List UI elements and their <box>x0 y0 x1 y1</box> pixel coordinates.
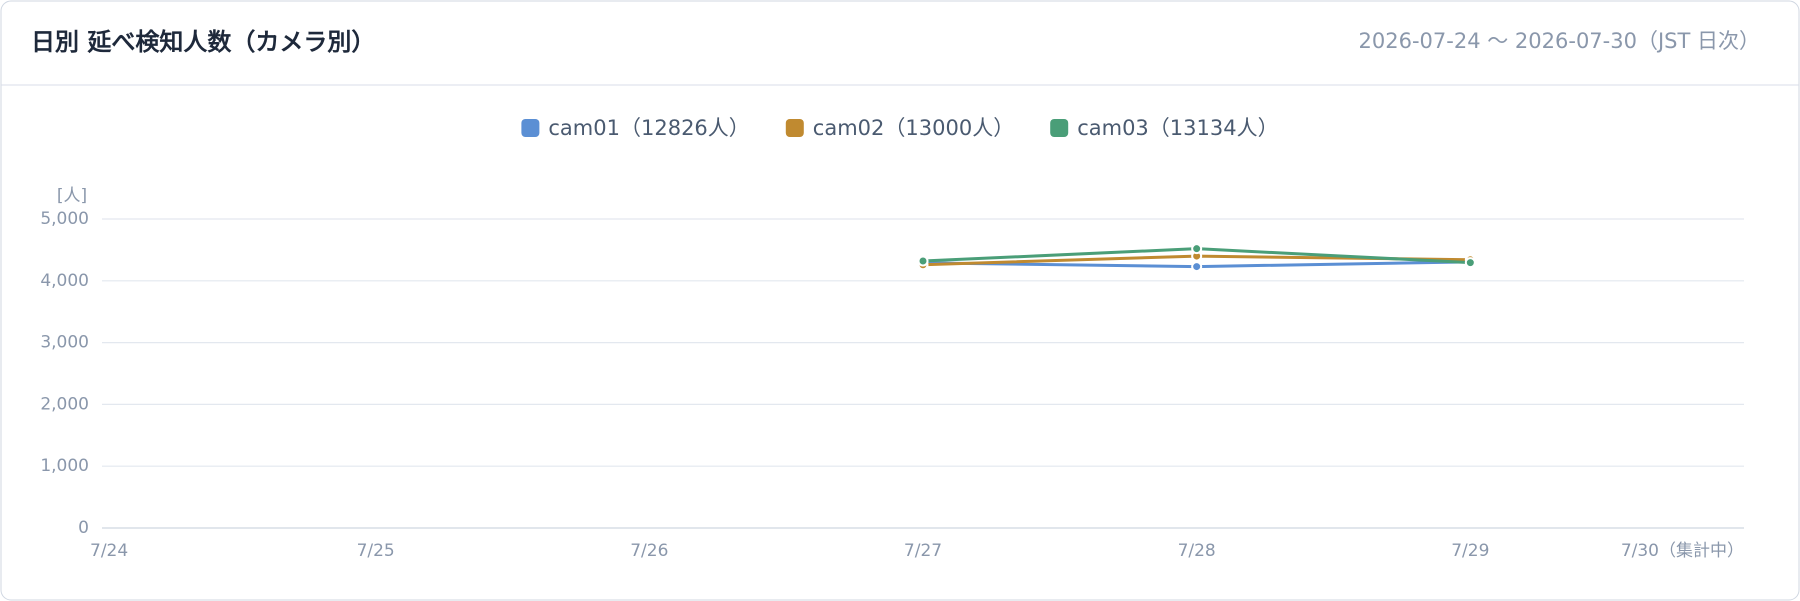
y-tick-label: 2,000 <box>40 394 89 414</box>
y-tick-label: 0 <box>78 518 89 538</box>
legend-swatch <box>785 119 804 137</box>
y-unit: [人] <box>57 186 87 206</box>
y-tick-label: 3,000 <box>40 333 89 353</box>
x-tick-label: 7/29 <box>1451 541 1489 561</box>
x-tick-label: 7/24 <box>90 541 128 561</box>
legend-label: cam01（12826人） <box>548 116 749 140</box>
x-tick-label: 7/28 <box>1178 541 1216 561</box>
y-tick-label: 4,000 <box>40 271 89 291</box>
chart-subtitle: 2026-07-24 〜 2026-07-30（JST 日次） <box>1359 29 1760 53</box>
legend-label: cam03（13134人） <box>1077 116 1278 140</box>
legend-swatch <box>1050 119 1069 137</box>
data-point <box>917 255 929 267</box>
x-tick-label: 7/27 <box>904 541 942 561</box>
x-tick-label: 7/26 <box>630 541 668 561</box>
data-point <box>1191 243 1203 255</box>
legend-label: cam02（13000人） <box>813 116 1014 140</box>
x-tick-label: 7/30（集計中） <box>1621 541 1744 561</box>
legend-swatch <box>521 119 540 137</box>
x-tick-label: 7/25 <box>357 541 395 561</box>
data-point <box>1464 257 1476 269</box>
data-point <box>1191 261 1203 273</box>
y-tick-label: 5,000 <box>40 209 89 229</box>
y-tick-label: 1,000 <box>40 456 89 476</box>
chart-title: 日別 延べ検知人数（カメラ別） <box>31 28 375 56</box>
